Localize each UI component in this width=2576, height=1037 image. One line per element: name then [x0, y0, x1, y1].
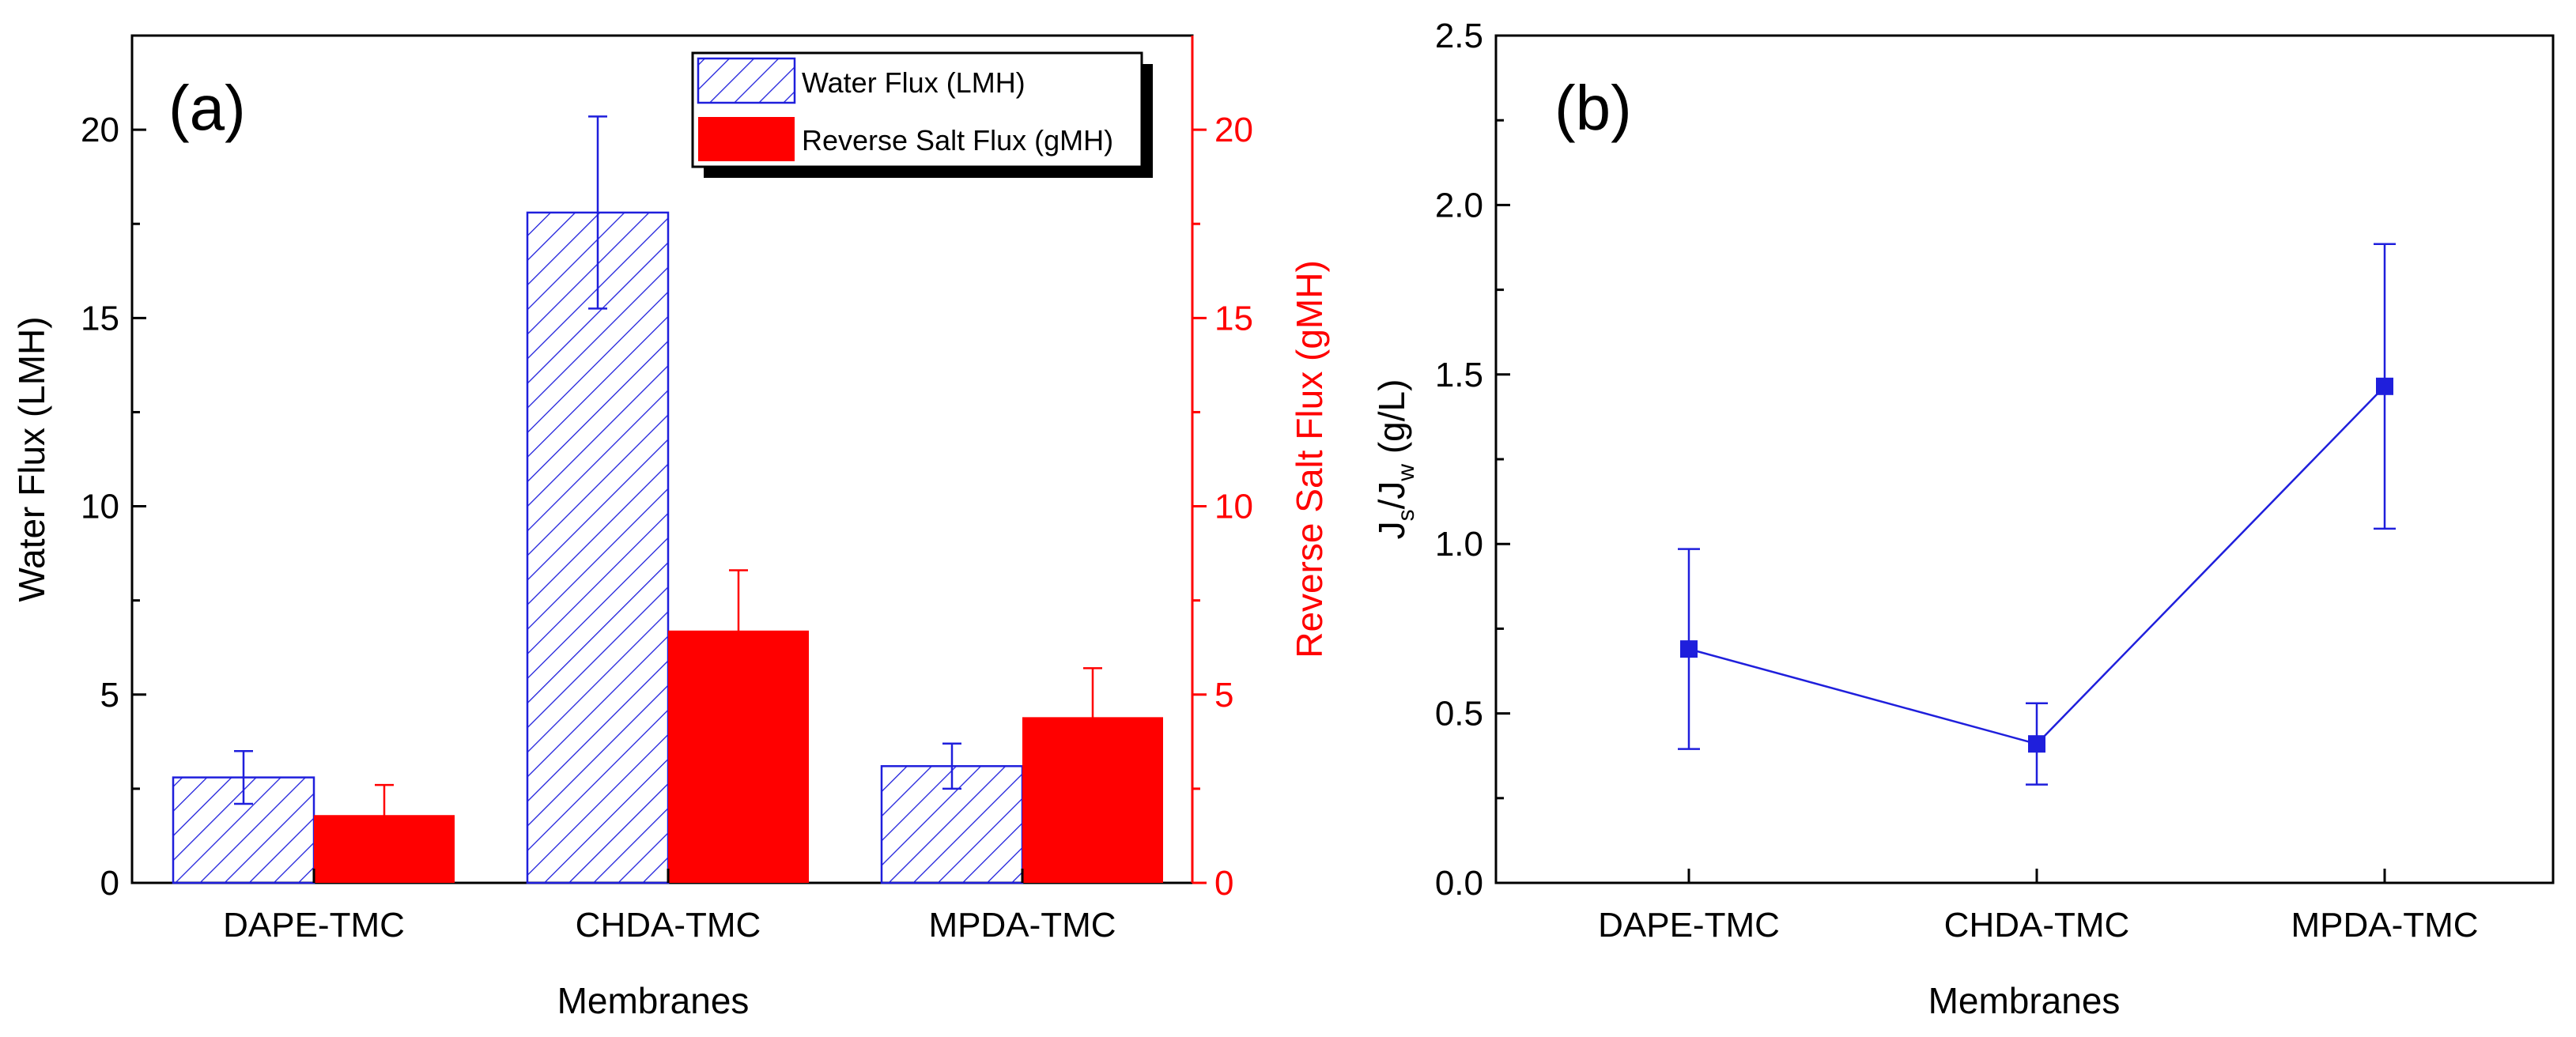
panel-b-y-axis-label: Js/Jw (g/L) [1371, 379, 1419, 540]
panel-a-x-axis-ticks: DAPE-TMC CHDA-TMC MPDA-TMC [223, 869, 1116, 945]
panel-b-series-line [1688, 385, 2385, 745]
y-label-mid: /J [1371, 481, 1412, 510]
x-tick-label: CHDA-TMC [1944, 906, 2130, 945]
x-tick-label: DAPE-TMC [223, 906, 405, 945]
panel-b-line-chart: 0.0 0.5 1.0 1.5 2.0 2.5 DAPE-TMC CHDA-TMC MPDA-… [1371, 17, 2555, 1021]
y-label-sub-w: w [1393, 464, 1419, 482]
y-label-unit: (g/L) [1371, 379, 1412, 464]
legend-label-reverse-salt-flux: Reverse Salt Flux (gMH) [802, 124, 1113, 156]
water-flux-bar-CHDA-TMC [526, 211, 670, 884]
panel-a-bars [172, 211, 1163, 884]
x-tick-label: CHDA-TMC [576, 906, 761, 945]
y-tick-label: 1.5 [1435, 356, 1483, 394]
panel-a-right-axis-ticks: 0 5 10 15 20 [1192, 111, 1253, 903]
y-tick-label: 0.0 [1435, 864, 1483, 903]
left-tick-label: 15 [81, 299, 119, 337]
legend-swatch-water-flux [697, 57, 796, 104]
panel-b-y-axis-ticks: 0.0 0.5 1.0 1.5 2.0 2.5 [1435, 17, 1510, 903]
panel-a-left-axis-ticks: 0 5 10 15 20 [81, 111, 146, 903]
panel-a-right-axis-label: Reverse Salt Flux (gMH) [1289, 260, 1330, 658]
js-jw-point-DAPE-TMC [1680, 640, 1698, 658]
legend-swatch-reverse-salt-flux [698, 117, 795, 161]
js-jw-point-CHDA-TMC [2028, 735, 2045, 753]
x-tick-label: MPDA-TMC [928, 906, 1116, 945]
panel-a-bar-chart: 0 5 10 15 20 0 5 10 15 20 DAPE-TMC CHDA-TMC MPDA-T… [11, 34, 1330, 1021]
left-tick-label: 20 [81, 111, 119, 149]
js-jw-line [1688, 385, 2385, 745]
panel-a-x-axis-label: Membranes [557, 980, 750, 1021]
panel-b-label: (b) [1554, 73, 1632, 143]
panel-b-x-axis-label: Membranes [1928, 980, 2121, 1021]
js-jw-point-MPDA-TMC [2376, 377, 2393, 395]
panel-b-plot-frame [1494, 34, 2555, 884]
y-tick-label: 0.5 [1435, 695, 1483, 733]
panel-b-points [1680, 377, 2393, 753]
y-label-sub-s: s [1393, 509, 1419, 521]
left-tick-label: 10 [81, 488, 119, 526]
panel-a-label: (a) [168, 73, 246, 143]
y-tick-label: 2.5 [1435, 17, 1483, 55]
left-tick-label: 0 [100, 864, 119, 903]
right-tick-label: 0 [1214, 864, 1233, 903]
right-tick-label: 5 [1214, 676, 1233, 715]
y-tick-label: 2.0 [1435, 186, 1483, 224]
panel-a-left-axis-label: Water Flux (LMH) [11, 316, 52, 601]
panel-a-error-bars [234, 115, 1102, 847]
y-tick-label: 1.0 [1435, 525, 1483, 564]
panel-a-legend: Water Flux (LMH) Reverse Salt Flux (gMH) [691, 51, 1153, 178]
left-tick-label: 5 [100, 676, 119, 715]
x-tick-label: MPDA-TMC [2291, 906, 2478, 945]
legend-label-water-flux: Water Flux (LMH) [802, 66, 1025, 99]
panel-b-error-bars [1678, 243, 2396, 786]
right-tick-label: 15 [1214, 299, 1253, 337]
x-tick-label: DAPE-TMC [1598, 906, 1780, 945]
panel-b-x-axis-ticks: DAPE-TMC CHDA-TMC MPDA-TMC [1598, 869, 2479, 945]
right-tick-label: 20 [1214, 111, 1253, 149]
y-label-main: J [1371, 521, 1412, 539]
right-tick-label: 10 [1214, 488, 1253, 526]
